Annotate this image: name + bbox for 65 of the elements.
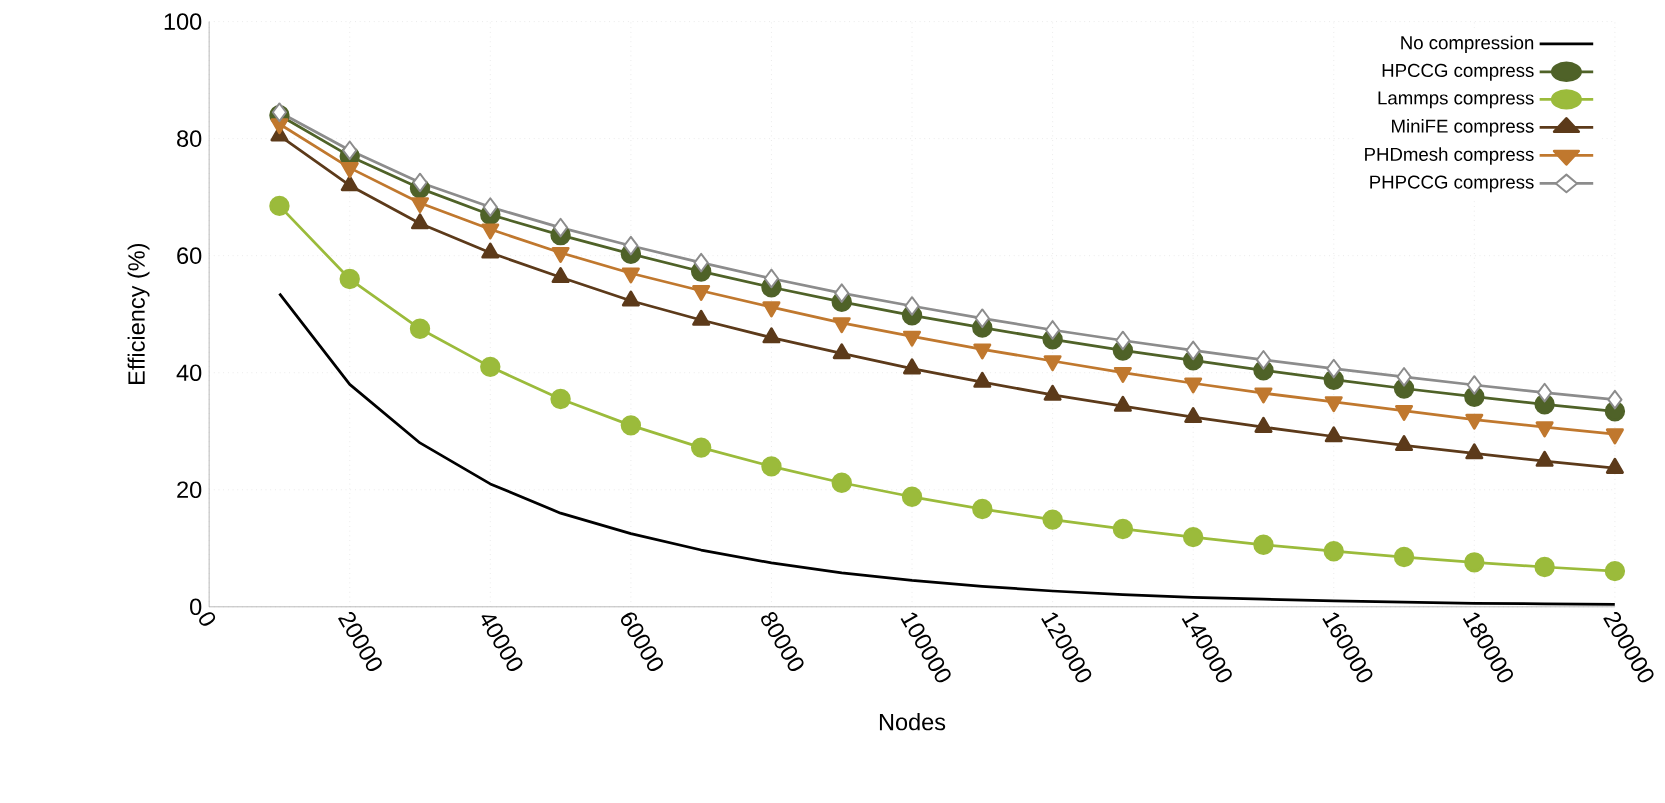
point [1466, 375, 1482, 395]
y-tick-label: 20 [177, 481, 202, 499]
legend-label: No compression [1401, 35, 1534, 54]
legend-label: PHPCCG compress [1370, 175, 1534, 193]
point [1255, 350, 1272, 370]
point [1396, 367, 1412, 387]
point [623, 235, 639, 256]
point [1534, 556, 1555, 578]
legend-label: Lammps compress [1378, 91, 1534, 109]
y-tick-label: 40 [176, 364, 202, 382]
point [901, 486, 923, 508]
point [1184, 407, 1203, 424]
point [550, 388, 571, 410]
point [1323, 541, 1344, 562]
point [974, 308, 990, 329]
point [1537, 382, 1553, 403]
point [834, 283, 850, 303]
point [1253, 534, 1274, 556]
point [1042, 509, 1063, 530]
point [339, 268, 360, 290]
point [551, 267, 570, 284]
point [1254, 417, 1273, 433]
legend-label: PHDmesh compress [1365, 147, 1534, 165]
point [762, 327, 781, 344]
point [690, 437, 712, 458]
point [552, 217, 569, 238]
point [482, 197, 498, 217]
point [1112, 518, 1134, 540]
y-axis-title: Efficiency (%) [127, 244, 150, 384]
point [761, 456, 782, 477]
point [972, 498, 993, 520]
point [1604, 560, 1626, 582]
point [620, 415, 642, 436]
point [1185, 340, 1201, 361]
point [1324, 426, 1343, 443]
y-tick-label: 80 [177, 130, 202, 147]
point [480, 356, 501, 378]
point [412, 172, 428, 193]
point [1465, 443, 1484, 460]
point [1326, 358, 1342, 379]
point [1393, 546, 1415, 568]
point [1115, 330, 1131, 351]
point [1607, 389, 1623, 410]
legend-label: HPCCG compress [1382, 63, 1534, 81]
legend-label: MiniFE compress [1392, 119, 1534, 137]
point [621, 290, 640, 307]
point [1045, 320, 1061, 340]
point [411, 213, 430, 230]
point [342, 140, 358, 161]
y-tick-label: 100 [164, 13, 202, 30]
point [481, 242, 500, 259]
point [269, 195, 290, 217]
y-tick-label: 60 [177, 247, 202, 265]
point [904, 296, 920, 316]
point [832, 343, 851, 360]
point [763, 268, 780, 289]
point [831, 472, 852, 493]
point [1464, 552, 1485, 573]
x-axis-title: Nodes [879, 713, 946, 731]
point [409, 318, 431, 340]
point [693, 252, 709, 273]
point [1395, 435, 1414, 452]
point [1182, 527, 1204, 548]
point [903, 358, 922, 375]
point [340, 175, 359, 192]
